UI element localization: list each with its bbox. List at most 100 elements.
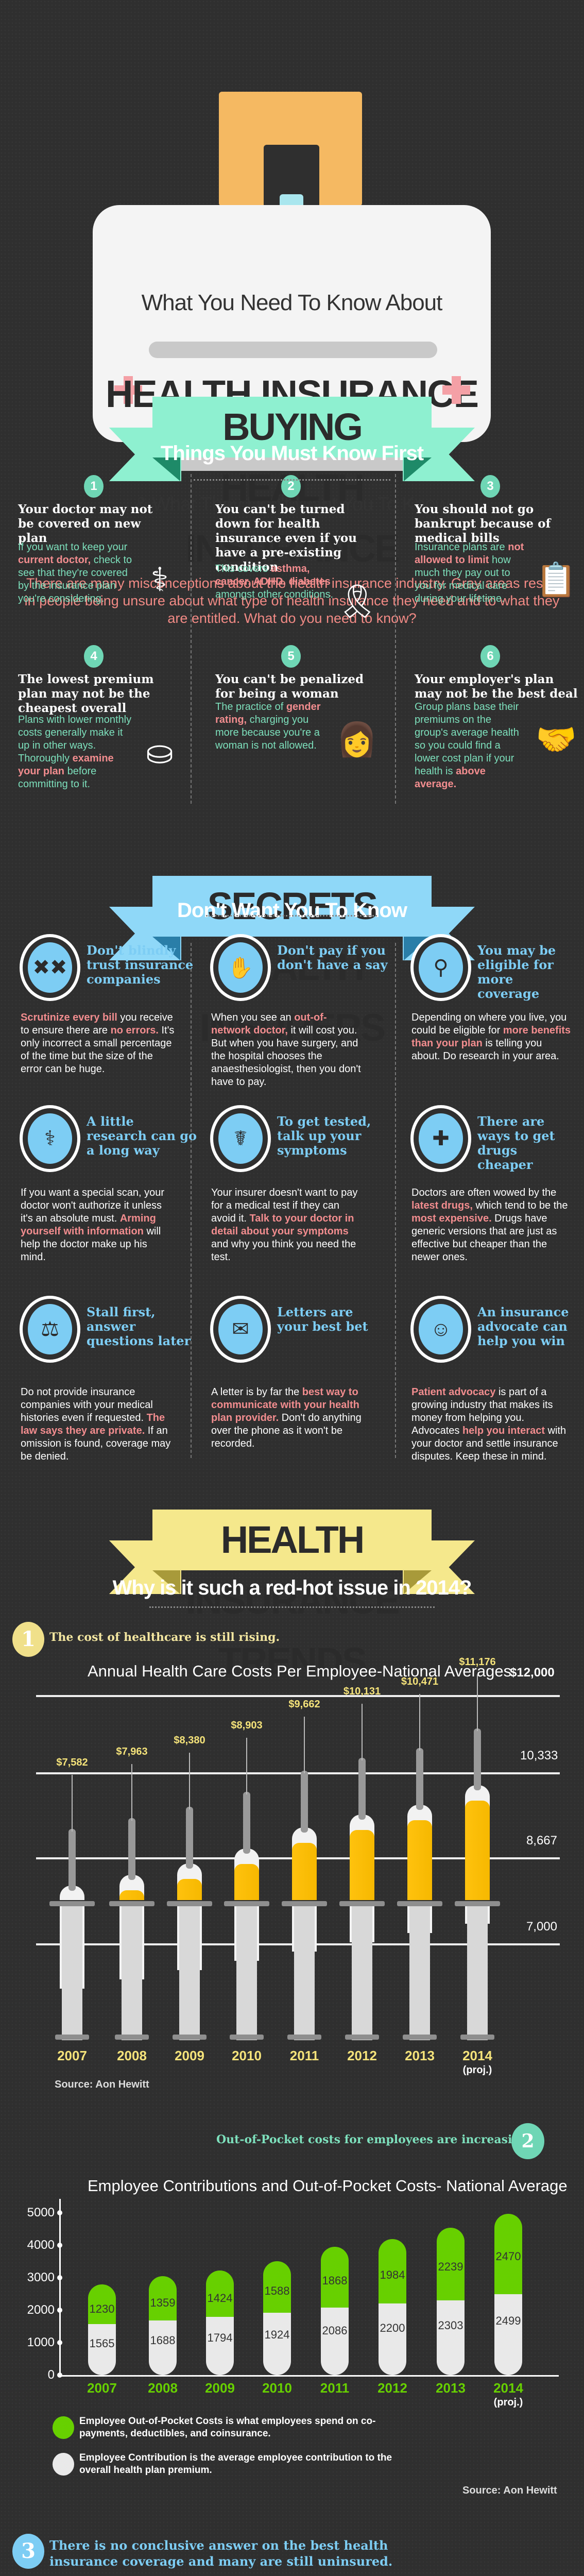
out-of-pocket-segment: 2239	[437, 2227, 465, 2300]
chart2-x-label: 2007	[87, 2380, 117, 2396]
highlight-text: current doctor,	[18, 554, 91, 566]
contribution-segment: 1794	[206, 2316, 234, 2375]
body-text: it will cost you. But when you have surg…	[211, 1025, 361, 1088]
syringe-hub	[243, 1792, 250, 1854]
syringe-hub	[416, 1748, 423, 1810]
syringe-hub	[358, 1757, 366, 1820]
syringe-rod	[236, 1906, 257, 2040]
tip-title: Your doctor may not be covered on new pl…	[18, 502, 153, 545]
syringe-thumb	[287, 2035, 321, 2040]
body-text: before committing to it.	[18, 766, 97, 790]
contribution-segment: 1565	[88, 2324, 116, 2375]
secret-body: Your insurer doesn't want to pay for a m…	[211, 1187, 366, 1264]
syringe-hub	[68, 1829, 76, 1891]
syringe-fill	[234, 1864, 259, 1900]
medical-cross-right-icon	[442, 376, 470, 404]
chart2-tick-dot	[57, 2340, 62, 2345]
contribution-segment: 2303	[437, 2300, 465, 2375]
intro-text: There are many misconceptions about the …	[24, 575, 560, 626]
tip-body: If you want to keep your current doctor,…	[18, 541, 136, 605]
medical-cross-left-icon	[114, 376, 142, 404]
secret-body: Doctors are often wowed by the latest dr…	[411, 1187, 571, 1264]
syringe-hub	[128, 1818, 135, 1880]
secret-body: Depending on where you live, you could b…	[411, 1011, 571, 1063]
body-text: Plans with lower monthly costs generally…	[18, 714, 132, 764]
syringe-thumb	[230, 2035, 264, 2040]
body-text: will help the doctor make up his mind.	[21, 1226, 161, 1263]
body-text: Group plans base their premiums on the g…	[415, 701, 519, 777]
icon-glyph: ☺	[419, 1304, 463, 1354]
highlight-text: The law says they are private.	[21, 1412, 165, 1436]
chart1-top-rule	[36, 1695, 560, 1697]
syringe-rod	[62, 1906, 82, 2040]
out-of-pocket-segment: 1868	[321, 2246, 349, 2308]
syringe-hub	[474, 1728, 481, 1790]
chart2-tick-dot	[57, 2210, 62, 2215]
ribbon-icon: 🎗	[336, 583, 379, 620]
woman-icon: 👩	[336, 721, 377, 758]
column-divider	[395, 943, 396, 1458]
highlight-text: more benefits than your plan	[411, 1025, 571, 1049]
money-hand-icon: ✋	[210, 934, 271, 1001]
chart2-x-label: 2010	[262, 2380, 292, 2396]
coins-icon: ⛀	[146, 734, 174, 771]
chart1-value-label: $10,131	[343, 1685, 381, 1697]
syringe-rod	[352, 1906, 372, 2040]
chart2-y-axis	[59, 2199, 61, 2375]
out-of-pocket-segment: 1588	[263, 2261, 291, 2313]
syringe-rod	[122, 1906, 142, 2040]
icon-glyph: ✋	[218, 942, 263, 993]
highlight-text: above average.	[415, 766, 486, 790]
body-text: which tend to be the	[472, 1200, 568, 1211]
stacked-pill-bar: 2470 2499	[494, 2213, 522, 2375]
body-text: with your doctor and settle insurance di…	[411, 1425, 566, 1462]
syringe-fill	[292, 1843, 317, 1900]
highlight-text: no errors.	[110, 1025, 159, 1036]
icon-glyph: ☤	[218, 1113, 263, 1164]
stacked-pill-bar: 1424 1794	[206, 2270, 234, 2375]
highlight-text: not allowed to limit	[415, 541, 524, 566]
chart1-value-label: $7,963	[116, 1746, 148, 1758]
stacked-pill-bar: 1868 2086	[321, 2246, 349, 2375]
secret-body: If you want a special scan, your doctor …	[21, 1187, 175, 1264]
highlight-text: most expensive.	[411, 1213, 492, 1224]
chart1-gridline	[36, 1772, 560, 1774]
body-text: Do not provide insurance companies with …	[21, 1386, 153, 1423]
secret-body: Scrutinize every bill you receive to ens…	[21, 1011, 175, 1076]
syringe-thumb	[115, 2035, 149, 2040]
point1-number: 1	[12, 1622, 44, 1657]
secret-title: Stall first, answer questions later	[87, 1304, 191, 1348]
chart1-y-tick: 10,333	[520, 1749, 558, 1762]
chart2-y-tick: 4000	[27, 2238, 55, 2252]
envelope-icon: ✉	[210, 1296, 271, 1363]
body-text: how much they pay out to you for medical…	[415, 554, 511, 604]
header-bar-top	[149, 342, 437, 358]
syringe-needle	[72, 1775, 73, 1832]
body-text: Depending on where you live, you could b…	[411, 1012, 567, 1036]
body-text: amongst other conditions.	[215, 589, 334, 600]
magnifier-icon: ⚲	[410, 934, 471, 1001]
out-of-pocket-segment: 1424	[206, 2270, 234, 2317]
icon-glyph: ⚲	[419, 942, 463, 993]
syringe-thumb	[345, 2035, 379, 2040]
highlight-text: Scrutinize every bill	[21, 1012, 117, 1023]
column-divider	[191, 943, 192, 1458]
highlight-text: best way to communicate with your health…	[211, 1386, 359, 1423]
chart1-value-label: $10,471	[401, 1676, 439, 1688]
column-divider	[191, 474, 192, 804]
legend-text: Employee Out-of-Pocket Costs is what emp…	[79, 2416, 376, 2439]
chart2-tick-dot	[57, 2243, 62, 2248]
highlight-text: Talk to your doctor in detail about your…	[211, 1213, 354, 1237]
handshake-icon: 🤝	[536, 721, 577, 758]
stacked-pill-bar: 1359 1688	[149, 2276, 177, 2375]
chart2-x-label: 2011	[320, 2380, 350, 2396]
chart1-y-max: $12,000	[510, 1666, 555, 1680]
legend-swatch	[53, 2416, 74, 2439]
tip-title: You should not go bankrupt because of me…	[415, 502, 551, 545]
chart2-x-label: 2012	[377, 2380, 407, 2396]
tip-body: Plans with lower monthly costs generally…	[18, 714, 136, 791]
body-text: Drugs have generic versions that are jus…	[411, 1213, 557, 1263]
syringe-thumb	[55, 2035, 89, 2040]
tip-body: Group plans base their premiums on the g…	[415, 701, 525, 791]
tip-title: The lowest premium plan may not be the c…	[18, 672, 154, 715]
